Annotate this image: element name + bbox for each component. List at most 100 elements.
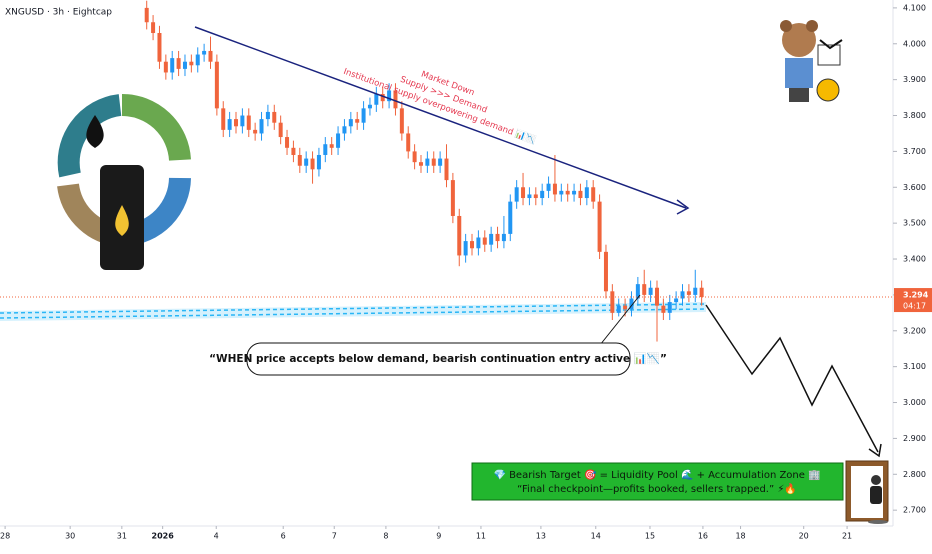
candle-body — [425, 158, 430, 166]
candle-body — [693, 287, 698, 295]
y-tick-label: 4.000 — [903, 39, 926, 48]
candle-body — [514, 187, 519, 202]
candle-body — [234, 119, 239, 127]
y-tick-label: 3.900 — [903, 75, 926, 84]
candle-body — [616, 305, 621, 313]
candle-body — [189, 61, 194, 66]
y-tick-label: 2.700 — [903, 506, 926, 515]
candles — [0, 0, 893, 342]
callout-box — [246, 342, 631, 376]
x-tick-label: 8 — [383, 532, 388, 541]
exit-icon — [845, 460, 889, 524]
projection-path — [705, 304, 879, 453]
candle-body — [259, 119, 264, 134]
x-tick-label: 7 — [332, 532, 337, 541]
candle-body — [572, 190, 577, 195]
y-tick-label: 3.800 — [903, 111, 926, 120]
candle-body — [316, 154, 321, 170]
door-shadow — [868, 520, 888, 524]
x-tick-label: 21 — [842, 532, 852, 541]
candle-body — [214, 61, 219, 109]
demand-line — [0, 308, 707, 319]
x-tick-label: 15 — [645, 532, 655, 541]
candle-body — [176, 58, 181, 69]
candle-body — [482, 237, 487, 245]
y-tick-label: 4.100 — [903, 3, 926, 12]
bear-ear — [780, 20, 792, 32]
y-tick-label: 3.400 — [903, 255, 926, 264]
candle-body — [310, 158, 315, 170]
candle-body — [208, 50, 213, 62]
candle-body — [661, 305, 666, 313]
trend-line — [194, 26, 687, 209]
candle-body — [151, 22, 156, 34]
candle-body — [336, 133, 341, 148]
candle-body — [521, 187, 526, 199]
x-tick-label: 28 — [0, 532, 10, 541]
bear-chart — [817, 44, 841, 66]
target-text: 💎 Bearish Target 🎯 = Liquidity Pool 🌊 + … — [493, 468, 820, 481]
candle-body — [476, 237, 481, 249]
candle-body — [603, 251, 608, 292]
candle-body — [265, 111, 270, 120]
candle-body — [361, 108, 366, 123]
candle-body — [623, 305, 628, 310]
projection-arrow — [868, 443, 882, 458]
target-text: “Final checkpoint—profits booked, seller… — [517, 482, 797, 495]
candle-body — [278, 122, 283, 138]
candle-body — [291, 147, 296, 155]
candle-body — [304, 158, 309, 166]
y-tick-label: 3.500 — [903, 219, 926, 228]
icon-ring — [57, 94, 122, 178]
figure-head — [871, 475, 881, 485]
candle-body — [635, 284, 640, 299]
price-tag — [894, 288, 932, 313]
y-tick-label: 2.800 — [903, 470, 926, 479]
figure-body — [870, 486, 882, 504]
candle-body — [444, 158, 449, 181]
candle-body — [610, 291, 615, 313]
candle-body — [374, 93, 379, 105]
candle-body — [240, 115, 245, 127]
candle-body — [699, 287, 704, 298]
x-tick-label: 9 — [436, 532, 441, 541]
candle-body — [431, 158, 436, 166]
candle-body — [412, 151, 417, 163]
demand-line — [0, 303, 707, 314]
candle-body — [355, 119, 360, 123]
candle-body — [686, 291, 691, 295]
candle-body — [629, 298, 634, 310]
x-tick-label: 2026 — [152, 532, 175, 541]
candle-body — [329, 144, 334, 148]
x-tick-label: 18 — [735, 532, 745, 541]
candle-body — [495, 233, 500, 242]
candle-body — [674, 298, 679, 303]
bear-ear — [806, 20, 818, 32]
x-tick-label: 20 — [799, 532, 809, 541]
candle-body — [170, 58, 175, 73]
candle-body — [578, 190, 583, 199]
candle-body — [246, 115, 251, 130]
candle-body — [380, 93, 385, 102]
x-tick-label: 4 — [214, 532, 219, 541]
candle-body — [387, 90, 392, 102]
candle-body — [597, 201, 602, 252]
y-tick-label: 2.900 — [903, 434, 926, 443]
candle-body — [565, 190, 570, 195]
candle-body — [546, 183, 551, 191]
candle-body — [285, 137, 290, 148]
candle-body — [654, 287, 659, 306]
trend-arrow — [676, 199, 690, 215]
candle-body — [591, 187, 596, 202]
chart-title: XNGUSD · 3h · Eightcap — [5, 8, 112, 18]
candle-body — [418, 162, 423, 166]
candle-body — [202, 50, 207, 55]
x-tick-label: 31 — [117, 532, 127, 541]
candle-body — [552, 183, 557, 195]
bear-arrow — [819, 39, 843, 50]
candle-body — [648, 287, 653, 295]
candle-body — [253, 129, 258, 134]
candle-body — [163, 61, 168, 73]
candle-body — [680, 291, 685, 299]
